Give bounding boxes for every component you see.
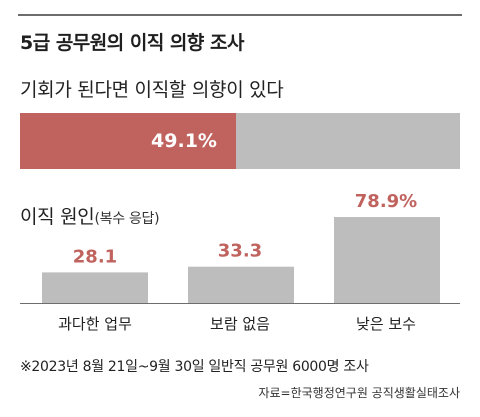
proportion-bar-fill <box>20 113 237 169</box>
proportion-bar: 49.1% <box>20 113 460 169</box>
section-note: (복수 응답) <box>94 211 160 227</box>
top-divider <box>18 14 462 16</box>
category-label: 과다한 업무 <box>58 315 132 333</box>
page-title: 5급 공무원의 이직 의향 조사 <box>20 32 244 54</box>
chart-subtitle: 기회가 된다면 이직할 의향이 있다 <box>20 79 284 101</box>
bar-value-label: 78.9% <box>355 191 417 212</box>
source-credit: 자료=한국행정연구원 공직생활실태조사 <box>258 386 460 400</box>
bar-value-label: 33.3 <box>218 241 262 262</box>
bar-2 <box>188 266 294 303</box>
bar-value-label: 28.1 <box>73 246 117 267</box>
section-title-text: 이직 원인 <box>20 206 95 228</box>
category-label: 보람 없음 <box>210 315 270 333</box>
bar-3 <box>334 217 440 303</box>
bar-1 <box>42 272 148 303</box>
footnote: ※2023년 8월 21일~9월 30일 일반직 공무원 6000명 조사 <box>20 359 369 375</box>
proportion-value-label: 49.1% <box>151 130 217 152</box>
category-label: 낮은 보수 <box>356 315 416 333</box>
section-title: 이직 원인(복수 응답) <box>20 202 160 229</box>
